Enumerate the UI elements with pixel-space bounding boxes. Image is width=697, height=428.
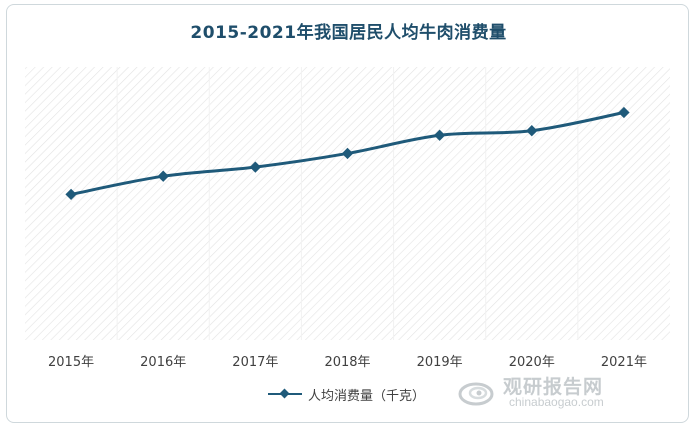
data-point [157, 170, 169, 182]
data-point [341, 147, 354, 160]
x-tick-label: 2015年 [48, 355, 94, 370]
watermark-url: chinabaogao.com [509, 395, 604, 409]
plot-area [25, 67, 670, 340]
diamond-marker-icon [279, 388, 290, 399]
x-tick-label: 2016年 [140, 355, 186, 370]
x-tick-label: 2020年 [509, 355, 555, 370]
data-point [249, 161, 262, 173]
chart-title: 2015-2021年我国居民人均牛肉消费量 [190, 23, 507, 43]
watermark: 观研报告网 chinabaogao.com [457, 372, 647, 414]
legend: 人均消费量（千克） [268, 384, 425, 404]
watermark-name: 观研报告网 [503, 376, 604, 398]
chinabaogao-logo-icon [458, 382, 494, 406]
x-tick-label: 2019年 [417, 355, 463, 370]
legend-swatch [268, 387, 302, 401]
legend-label: 人均消费量（千克） [308, 388, 426, 404]
data-point [433, 129, 446, 141]
x-tick-label: 2018年 [324, 355, 370, 370]
x-tick-label: 2017年 [232, 355, 278, 370]
x-tick-label: 2021年 [601, 355, 647, 370]
